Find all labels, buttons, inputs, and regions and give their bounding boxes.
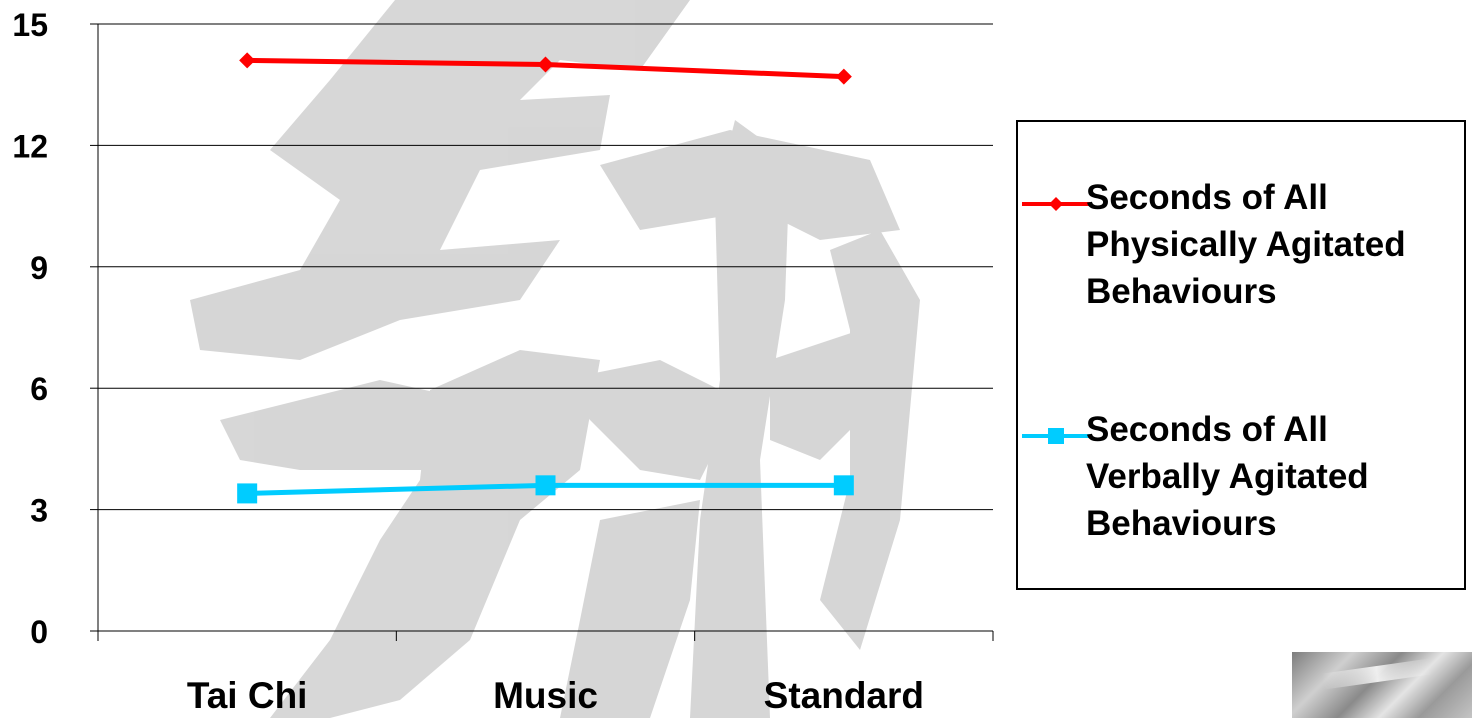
legend: Seconds of All Physically Agitated Behav… — [1016, 120, 1466, 590]
y-tick-label: 0 — [30, 614, 48, 650]
diamond-marker-icon — [1049, 197, 1063, 211]
data-point-diamond — [835, 68, 852, 85]
legend-label-physical: Seconds of All Physically Agitated Behav… — [1086, 174, 1461, 315]
x-tick-label: Standard — [764, 675, 924, 716]
legend-label-line: Physically Agitated — [1086, 225, 1406, 264]
axes — [90, 23, 994, 641]
legend-label-line: Behaviours — [1086, 272, 1277, 311]
calligraphy-watermark-icon — [190, 0, 920, 718]
series-markers — [237, 52, 854, 504]
x-axis-tick-labels: Tai Chi Music Standard — [187, 675, 924, 716]
legend-swatch-verbal — [1022, 428, 1090, 444]
y-tick-label: 3 — [30, 493, 48, 529]
x-tick-label: Music — [493, 675, 598, 716]
legend-label-line: Seconds of All — [1086, 410, 1328, 449]
data-point-square — [833, 475, 854, 496]
data-point-square — [535, 475, 556, 496]
grid-lines — [98, 23, 993, 511]
legend-label-line: Seconds of All — [1086, 178, 1328, 217]
legend-entry-physical: Seconds of All Physically Agitated Behav… — [1018, 174, 1468, 314]
photo-thumbnail-icon — [1292, 652, 1472, 718]
square-marker-icon — [1048, 428, 1064, 444]
legend-entry-verbal: Seconds of All Verbally Agitated Behavio… — [1018, 406, 1468, 546]
data-point-diamond — [239, 52, 256, 69]
legend-label-line: Behaviours — [1086, 504, 1277, 543]
y-tick-label: 12 — [12, 128, 48, 164]
y-tick-label: 9 — [30, 250, 48, 286]
y-tick-label: 15 — [12, 7, 48, 43]
data-point-diamond — [537, 56, 554, 73]
y-tick-label: 6 — [30, 371, 48, 407]
legend-label-line: Verbally Agitated — [1086, 457, 1369, 496]
legend-swatch-physical — [1022, 197, 1090, 211]
data-point-square — [237, 483, 258, 504]
thumbnail-highlight — [1321, 658, 1433, 690]
y-axis-tick-labels: 0 3 6 9 12 15 — [12, 7, 48, 650]
legend-label-verbal: Seconds of All Verbally Agitated Behavio… — [1086, 406, 1461, 547]
x-tick-label: Tai Chi — [187, 675, 308, 716]
